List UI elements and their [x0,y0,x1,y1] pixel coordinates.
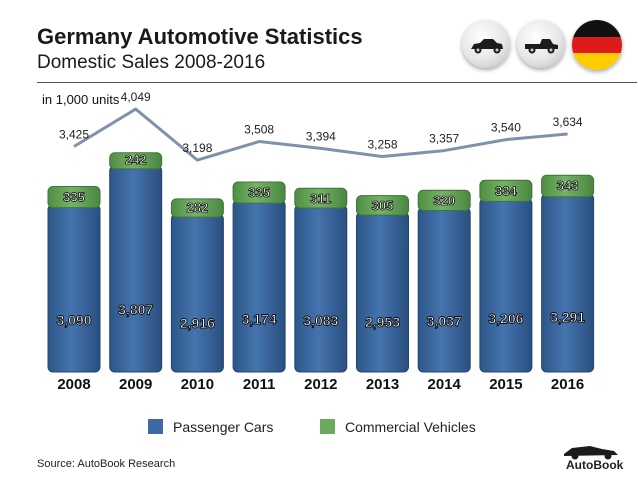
label-passenger-2014: 3,037 [427,313,462,329]
label-commercial-2009: 242 [125,152,147,167]
sedan-car-icon [462,20,510,68]
bar-passenger-2016 [541,193,595,373]
label-total-2009: 4,049 [121,90,151,104]
label-commercial-2013: 305 [372,198,394,213]
germany-flag-icon [572,20,622,70]
bar-commercial-2011 [232,181,286,204]
label-total-2015: 3,540 [491,121,521,135]
label-passenger-2016: 3,291 [550,309,585,325]
label-commercial-2012: 311 [310,191,331,206]
bar-passenger-2010 [170,213,224,373]
label-passenger-2015: 3,206 [488,310,523,326]
legend-commercial-label: Commercial Vehicles [345,419,476,435]
label-total-2014: 3,357 [429,132,459,146]
label-total-2011: 3,508 [244,123,274,137]
bar-passenger-2009 [109,165,163,373]
label-commercial-2015: 334 [495,183,517,198]
legend-passenger-label: Passenger Cars [173,419,274,435]
label-passenger-2010: 2,916 [180,315,215,331]
label-total-2012: 3,394 [306,129,336,143]
tick-label-2013: 2013 [366,376,399,393]
bar-passenger-2008 [47,204,101,373]
label-total-2013: 3,258 [367,138,397,152]
bar-commercial-2014 [417,189,471,212]
bar-passenger-2015 [479,197,533,373]
label-commercial-2010: 282 [187,200,209,215]
label-passenger-2009: 3,807 [118,301,153,317]
bar-commercial-2013 [356,195,409,216]
label-total-2008: 3,425 [59,128,89,142]
bar-passenger-2014 [417,207,471,373]
legend-passenger: Passenger Cars [148,419,273,435]
chart-subtitle: Domestic Sales 2008-2016 [37,52,266,73]
units-label: in 1,000 units [42,92,120,107]
label-commercial-2014: 320 [433,193,455,208]
tick-label-2015: 2015 [489,376,522,393]
legend-commercial-swatch [320,419,335,434]
bar-passenger-2012 [294,204,348,373]
label-passenger-2013: 2,953 [365,314,400,330]
bar-passenger-2011 [232,199,286,373]
legend-passenger-swatch [148,419,163,434]
pickup-truck-icon [517,20,565,68]
label-total-2016: 3,634 [553,115,583,129]
flag-stripe-black [572,20,622,37]
source-note: Source: AutoBook Research [37,458,176,470]
label-commercial-2016: 343 [557,178,579,193]
label-commercial-2008: 335 [63,190,85,205]
autobook-sports-car-icon [564,446,618,460]
tick-label-2011: 2011 [243,376,276,393]
flag-stripe-gold [572,53,622,70]
tick-label-2010: 2010 [181,376,214,393]
tick-label-2008: 2008 [57,376,90,393]
tick-label-2016: 2016 [551,376,584,393]
total-sales-line [73,107,568,162]
label-passenger-2008: 3,090 [56,312,91,328]
autobook-logo-text: AutoBook [566,458,624,472]
flag-stripe-red [572,36,622,54]
label-passenger-2011: 3,174 [242,311,277,327]
legend-commercial: Commercial Vehicles [320,419,476,435]
label-commercial-2011: 335 [248,185,270,200]
label-total-2010: 3,198 [182,141,212,155]
tick-label-2014: 2014 [428,376,462,393]
tick-label-2012: 2012 [304,376,337,393]
bar-commercial-2012 [294,187,348,209]
bar-commercial-2015 [479,179,533,202]
bar-commercial-2016 [541,174,595,198]
bar-commercial-2009 [109,152,163,170]
chart-title: Germany Automotive Statistics [37,24,363,49]
label-passenger-2012: 3,083 [303,312,338,328]
bar-commercial-2010 [170,198,224,218]
bar-commercial-2008 [47,186,101,209]
title-divider [37,82,637,83]
tick-label-2009: 2009 [119,376,152,393]
bar-passenger-2013 [356,211,409,373]
